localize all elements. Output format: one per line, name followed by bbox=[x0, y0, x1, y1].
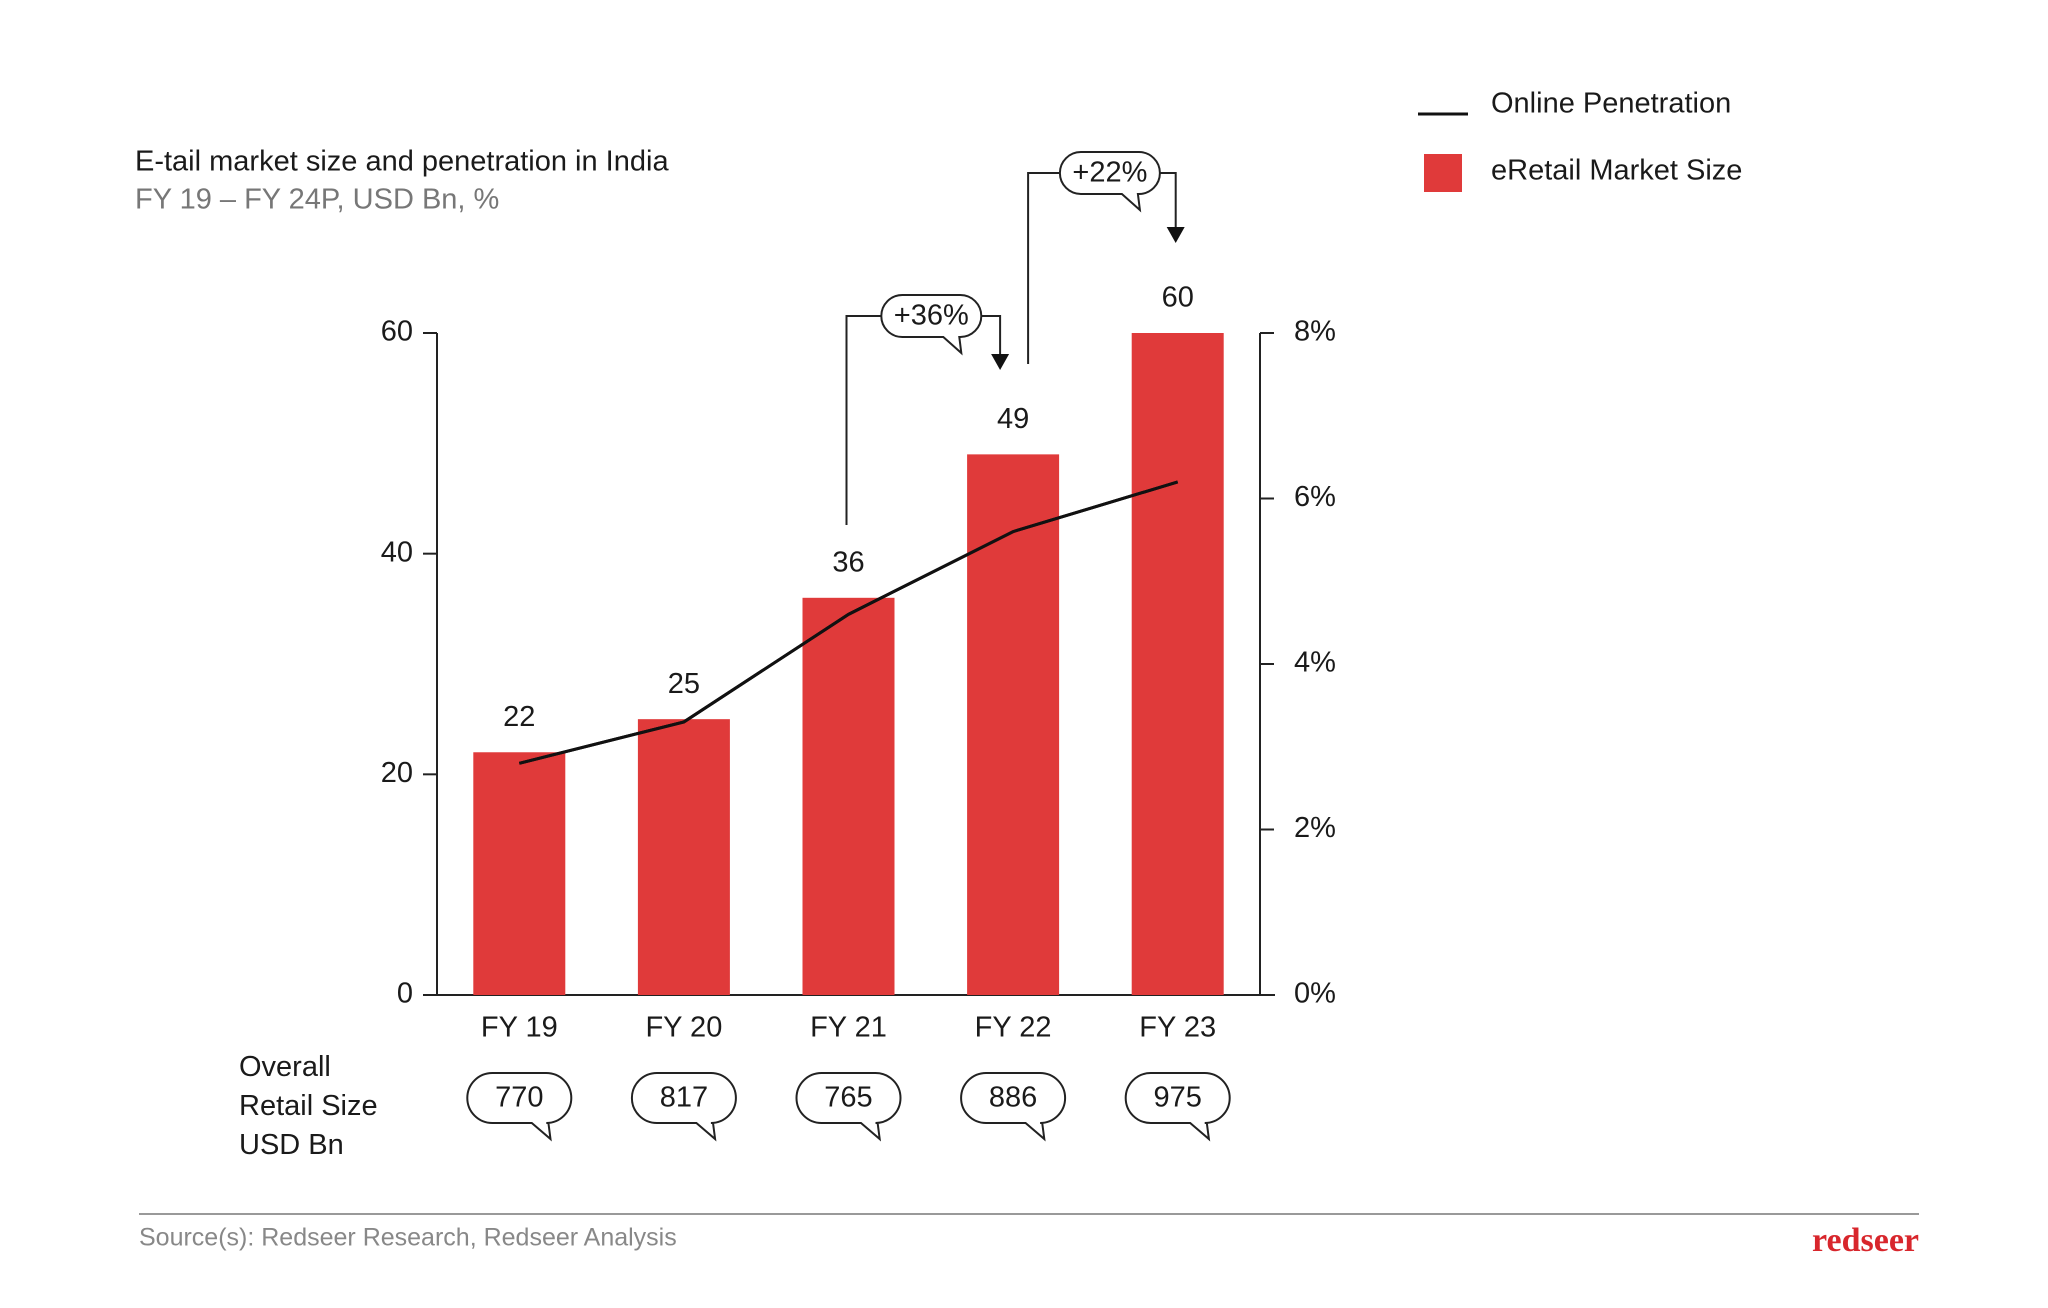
growth-arrowhead bbox=[991, 354, 1010, 370]
y-tick-label: 20 bbox=[381, 757, 413, 789]
bar bbox=[473, 752, 566, 995]
x-tick-label: FY 20 bbox=[645, 1012, 722, 1044]
brand-logo: redseer bbox=[1812, 1222, 1919, 1259]
growth-bubble bbox=[1058, 151, 1161, 213]
retail-bubble bbox=[630, 1072, 737, 1142]
retail-size-value: 975 bbox=[1154, 1082, 1202, 1114]
y2-tick-label: 8% bbox=[1294, 316, 1336, 348]
x-tick-label: FY 22 bbox=[975, 1012, 1052, 1044]
x-tick-label: FY 21 bbox=[810, 1012, 887, 1044]
retail-bubble bbox=[960, 1072, 1067, 1142]
bar-value-label: 25 bbox=[668, 668, 700, 700]
bar bbox=[967, 454, 1060, 995]
retail-size-value: 817 bbox=[660, 1082, 708, 1114]
bar bbox=[637, 719, 730, 995]
retail-bubble bbox=[466, 1072, 573, 1142]
growth-arrowhead bbox=[1166, 227, 1185, 243]
y2-tick-label: 0% bbox=[1294, 978, 1336, 1010]
bar bbox=[1131, 333, 1224, 995]
bar-value-label: 22 bbox=[503, 701, 535, 733]
source: Source(s): Redseer Research, Redseer Ana… bbox=[139, 1224, 677, 1252]
y-tick-label: 40 bbox=[381, 536, 413, 568]
bar bbox=[802, 597, 895, 995]
x-tick-label: FY 23 bbox=[1139, 1012, 1216, 1044]
retail-bubble bbox=[795, 1072, 902, 1142]
legend-swatch bbox=[1424, 154, 1462, 192]
retail-size-value: 770 bbox=[495, 1082, 543, 1114]
bar-value-label: 36 bbox=[832, 546, 864, 578]
retail-size-value: 765 bbox=[824, 1082, 872, 1114]
retail-size-value: 886 bbox=[989, 1082, 1037, 1114]
bar-value-label: 49 bbox=[997, 403, 1029, 435]
y2-tick-label: 4% bbox=[1294, 647, 1336, 679]
y2-tick-label: 2% bbox=[1294, 812, 1336, 844]
retail-bubble bbox=[1124, 1072, 1231, 1142]
penetration-line bbox=[518, 480, 1179, 765]
y-tick-label: 60 bbox=[381, 316, 413, 348]
y2-tick-label: 6% bbox=[1294, 481, 1336, 513]
growth-label: +22% bbox=[1072, 157, 1147, 189]
chart-subtitle: FY 19 – FY 24P, USD Bn, % bbox=[135, 184, 499, 216]
chart-title: E-tail market size and penetration in In… bbox=[135, 146, 669, 178]
y-tick-label: 0 bbox=[397, 978, 413, 1010]
legend-label: Online Penetration bbox=[1491, 88, 1731, 120]
growth-label: +36% bbox=[894, 300, 969, 332]
growth-bubble bbox=[880, 294, 983, 356]
legend-label: eRetail Market Size bbox=[1491, 155, 1742, 187]
retail-size-label: Overall Retail Size USD Bn bbox=[239, 1051, 378, 1161]
x-tick-label: FY 19 bbox=[481, 1012, 558, 1044]
bar-value-label: 60 bbox=[1162, 282, 1194, 314]
